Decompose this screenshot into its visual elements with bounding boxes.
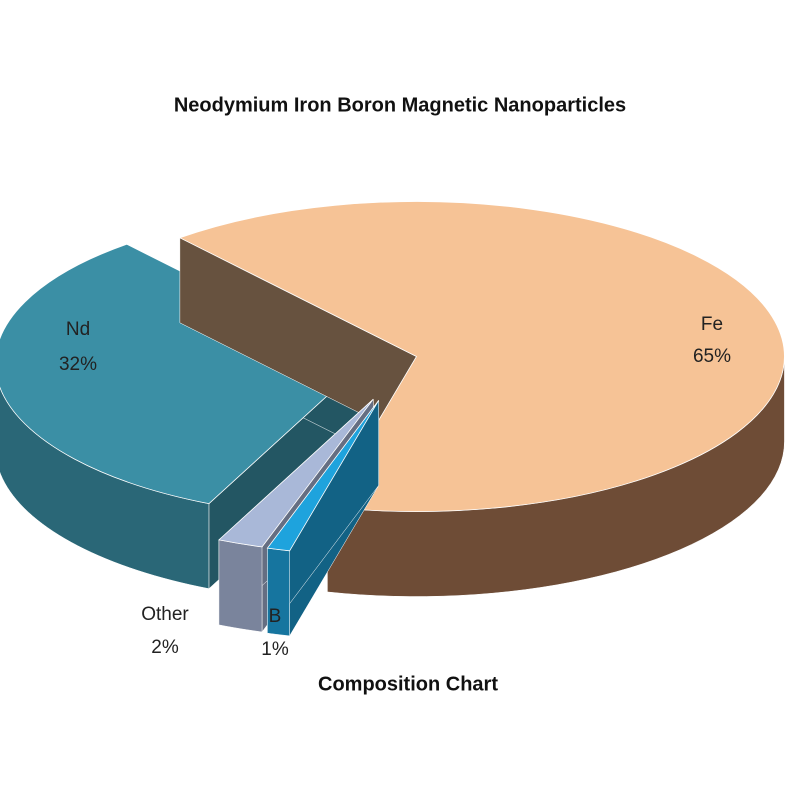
chart-title: Neodymium Iron Boron Magnetic Nanopartic… [174, 94, 626, 116]
slice-label: Fe [701, 314, 723, 335]
slice-label: B [269, 606, 282, 627]
slice-value-label: 32% [59, 354, 97, 375]
slice-value-label: 65% [693, 346, 731, 367]
pie [0, 201, 785, 637]
slice-value-label: 2% [151, 637, 179, 658]
slice-value-label: 1% [261, 639, 289, 660]
slice [218, 398, 374, 548]
slice-label: Other [141, 604, 189, 625]
chart-caption: Composition Chart [318, 673, 498, 695]
slice-label: Nd [66, 319, 90, 340]
slice [0, 243, 364, 505]
slice [266, 400, 380, 552]
slice [178, 201, 785, 512]
slice-side [218, 539, 263, 633]
